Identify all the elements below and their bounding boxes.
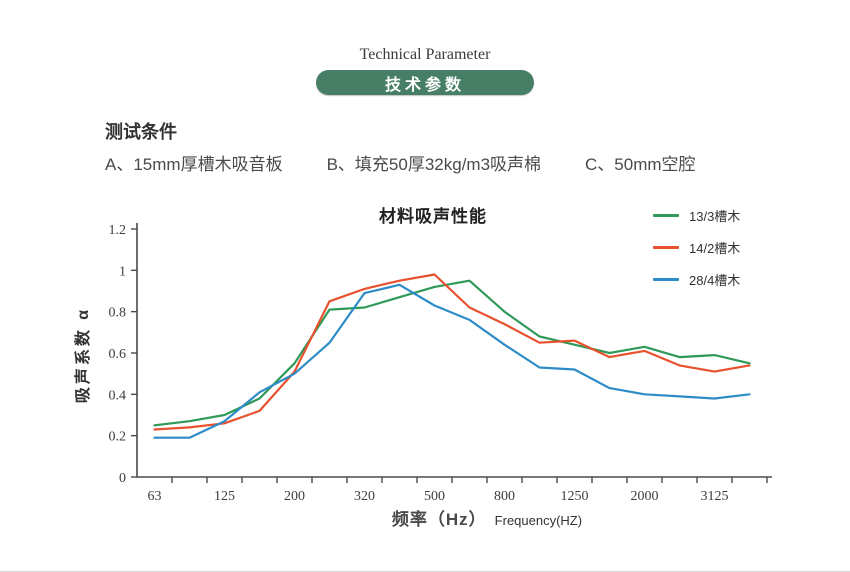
condition-item-b: B、填充50厚32kg/m3吸声棉 (326, 155, 542, 174)
svg-text:0: 0 (119, 471, 126, 486)
section-badge: 技术参数 (316, 70, 534, 95)
svg-text:320: 320 (354, 489, 375, 504)
y-axis-label: 吸声系数 α (75, 306, 92, 404)
test-conditions-row: A、15mm厚槽木吸音板 B、填充50厚32kg/m3吸声棉 C、50mm空腔 (105, 150, 696, 175)
svg-text:3125: 3125 (701, 489, 729, 504)
legend-line-swatch-green (653, 214, 679, 217)
svg-text:63: 63 (148, 489, 162, 504)
x-axis-label-en: Frequency(HZ) (494, 513, 583, 528)
svg-text:1: 1 (119, 264, 126, 279)
svg-text:0.4: 0.4 (109, 388, 127, 403)
x-axis-label-zh: 频率（Hz） (391, 510, 487, 529)
legend-item: 14/2槽木 (653, 238, 740, 257)
legend-item: 28/4槽木 (653, 270, 740, 289)
svg-text:0.8: 0.8 (109, 306, 127, 321)
svg-text:200: 200 (284, 489, 305, 504)
condition-item-c: C、50mm空腔 (585, 155, 696, 174)
condition-item-a: A、15mm厚槽木吸音板 (105, 155, 283, 174)
chart-title: 材料吸声性能 (379, 207, 487, 226)
legend-item: 13/3槽木 (653, 206, 740, 225)
legend-line-swatch-red (653, 246, 679, 249)
svg-text:0.2: 0.2 (109, 430, 127, 445)
legend-label: 28/4槽木 (689, 273, 741, 288)
svg-text:1250: 1250 (561, 489, 589, 504)
svg-text:800: 800 (494, 489, 515, 504)
test-conditions-heading: 测试条件 (105, 122, 177, 142)
legend-line-swatch-blue (653, 278, 679, 281)
svg-text:1.2: 1.2 (109, 223, 127, 238)
chart-legend: 13/3槽木 14/2槽木 28/4槽木 (653, 206, 740, 289)
page-title-english: Technical Parameter (359, 46, 491, 63)
section-badge-label: 技术参数 (384, 76, 465, 94)
svg-text:500: 500 (424, 489, 445, 504)
absorption-coefficient-chart: 0 0.2 0.4 0.6 0.8 1 1.2 63 125 200 320 500 800 1250 20… (109, 223, 772, 504)
legend-label: 14/2槽木 (689, 241, 741, 256)
svg-text:0.6: 0.6 (109, 347, 127, 362)
svg-text:2000: 2000 (631, 489, 659, 504)
svg-text:125: 125 (214, 489, 235, 504)
x-axis-title: 频率（Hz） Frequency(HZ) (62, 505, 850, 530)
legend-label: 13/3槽木 (689, 209, 741, 224)
